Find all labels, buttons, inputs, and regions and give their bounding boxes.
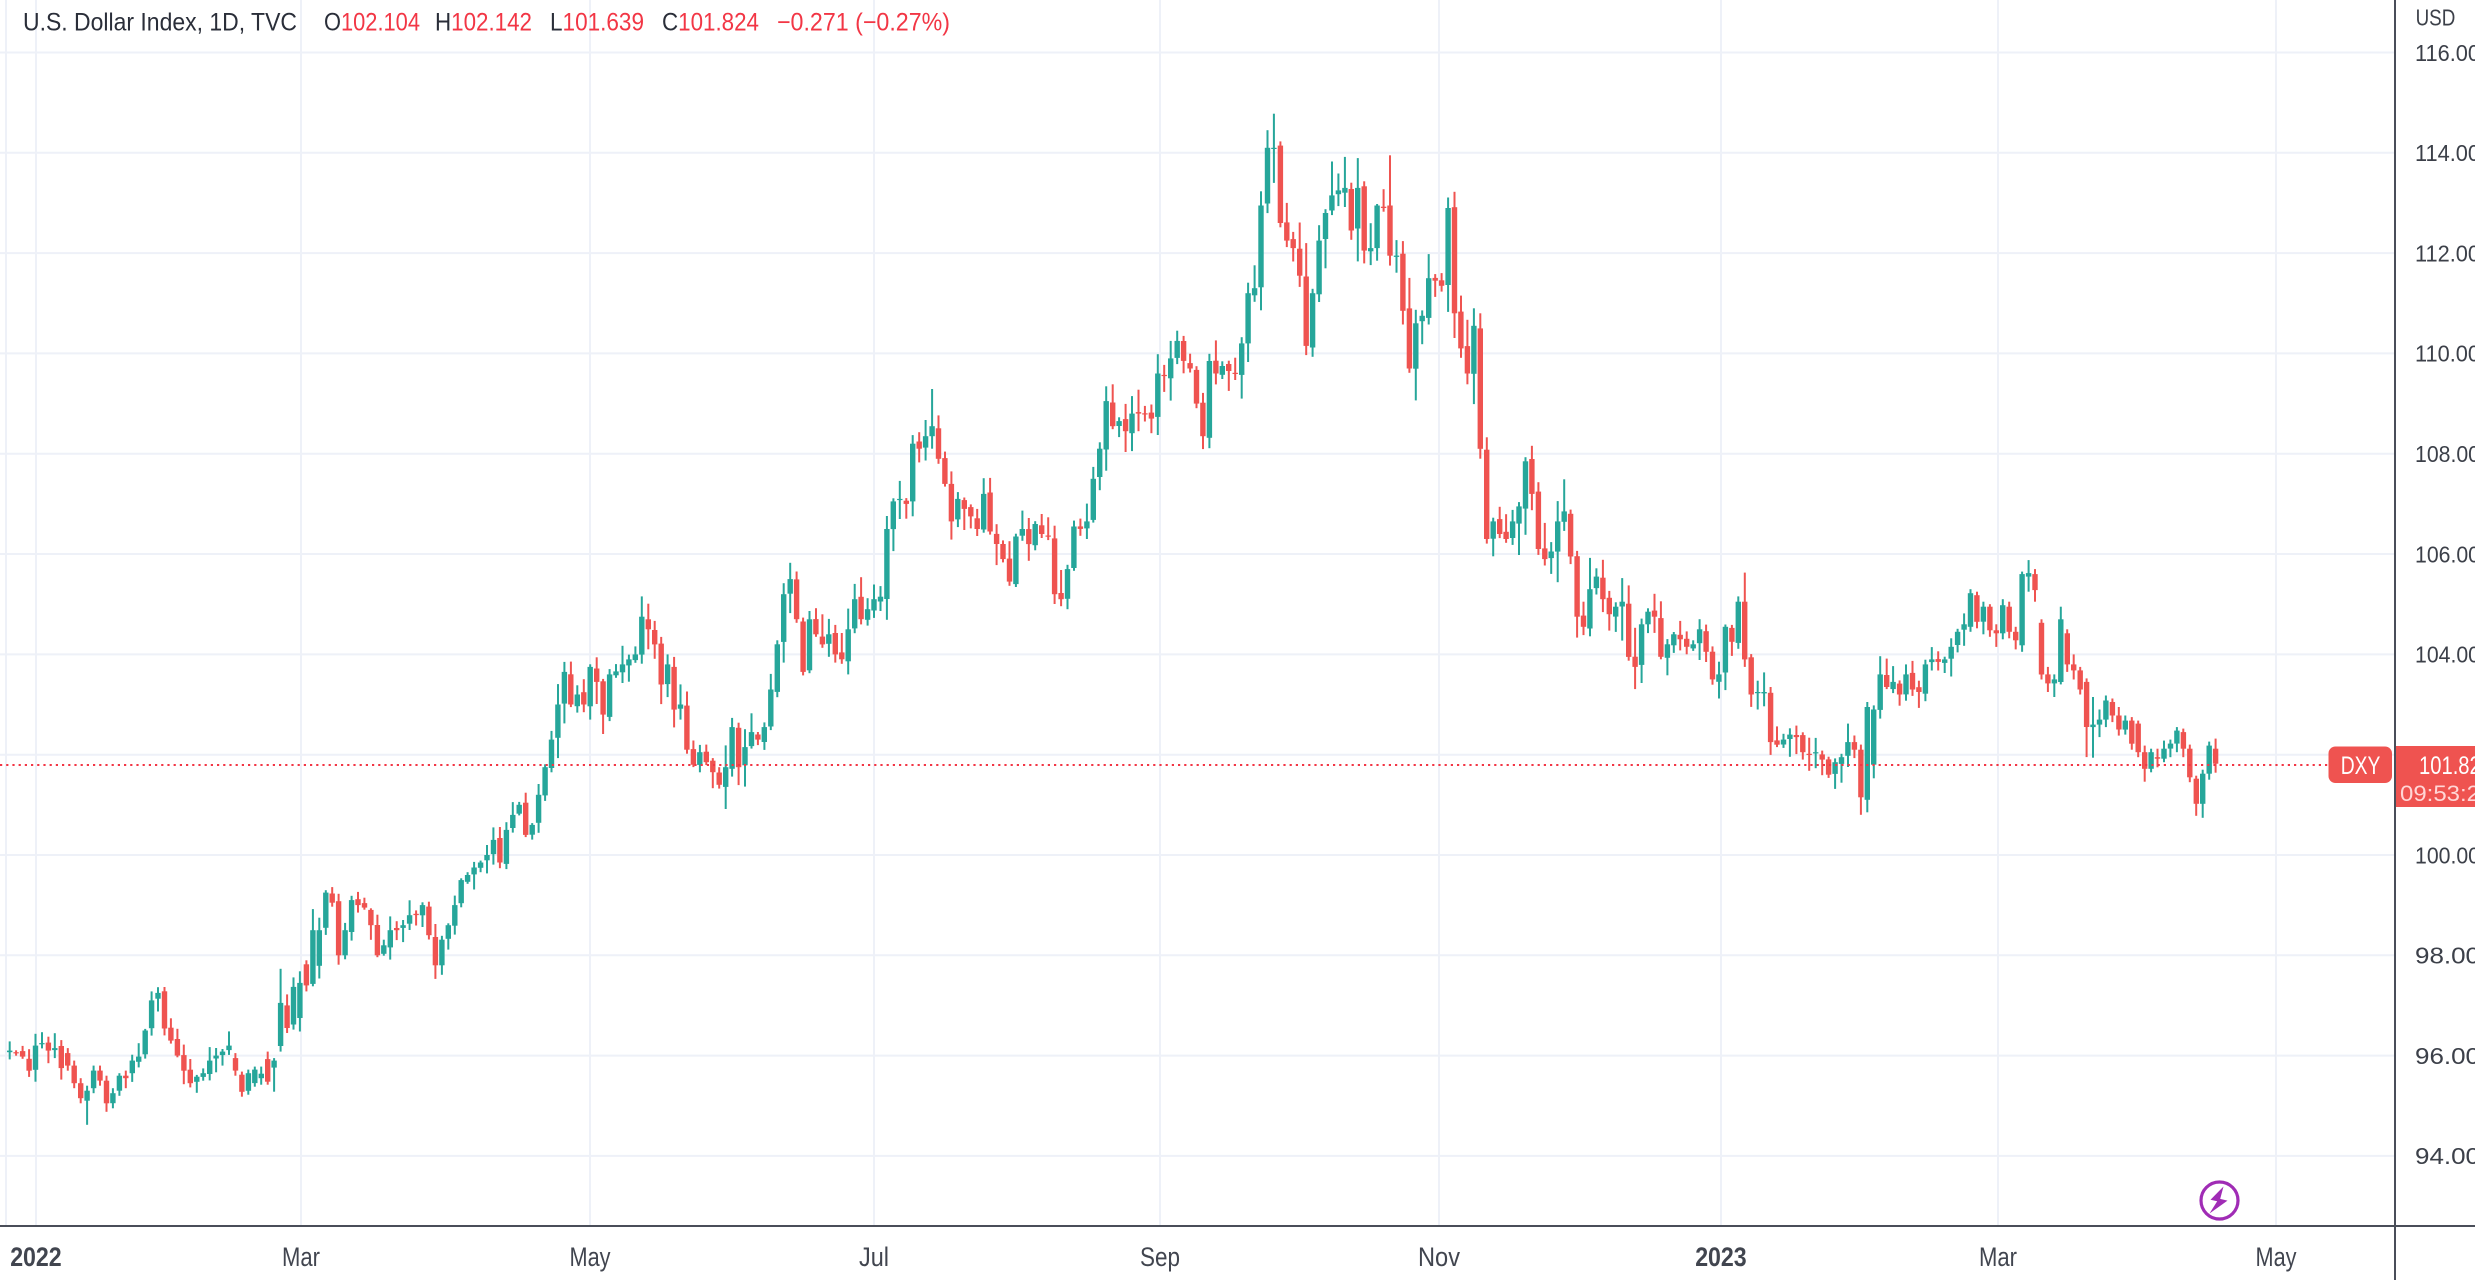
svg-text:Jul: Jul: [859, 1242, 889, 1272]
svg-text:Mar: Mar: [282, 1242, 320, 1272]
svg-text:116.00: 116.00: [2415, 40, 2475, 66]
svg-text:May: May: [570, 1242, 611, 1272]
svg-text:DXY: DXY: [2341, 752, 2381, 780]
svg-text:110.00: 110.00: [2415, 341, 2475, 367]
svg-text:94.00: 94.00: [2415, 1143, 2475, 1169]
svg-text:108.00: 108.00: [2415, 441, 2475, 467]
svg-text:104.00: 104.00: [2415, 642, 2475, 668]
svg-text:96.00: 96.00: [2415, 1043, 2475, 1069]
svg-text:09:53:2: 09:53:2: [2400, 781, 2475, 806]
svg-text:Nov: Nov: [1418, 1242, 1460, 1272]
svg-text:USD: USD: [2416, 5, 2456, 31]
svg-text:101.824: 101.824: [2419, 752, 2475, 780]
svg-text:100.00: 100.00: [2415, 842, 2475, 868]
svg-text:Sep: Sep: [1140, 1242, 1180, 1272]
svg-text:C101.824: C101.824: [662, 9, 759, 37]
svg-text:U.S. Dollar Index, 1D, TVC: U.S. Dollar Index, 1D, TVC: [23, 9, 297, 37]
svg-text:98.00: 98.00: [2415, 943, 2475, 969]
svg-text:May: May: [2256, 1242, 2297, 1272]
svg-text:H102.142: H102.142: [435, 9, 532, 37]
svg-text:−0.271 (−0.27%): −0.271 (−0.27%): [777, 9, 950, 37]
svg-text:Mar: Mar: [1979, 1242, 2017, 1272]
svg-text:114.00: 114.00: [2415, 140, 2475, 166]
svg-text:O102.104: O102.104: [324, 9, 420, 37]
svg-text:2022: 2022: [10, 1242, 62, 1272]
svg-text:112.00: 112.00: [2415, 240, 2475, 266]
svg-text:L101.639: L101.639: [550, 9, 644, 37]
svg-text:2023: 2023: [1695, 1242, 1747, 1272]
svg-text:106.00: 106.00: [2415, 541, 2475, 567]
